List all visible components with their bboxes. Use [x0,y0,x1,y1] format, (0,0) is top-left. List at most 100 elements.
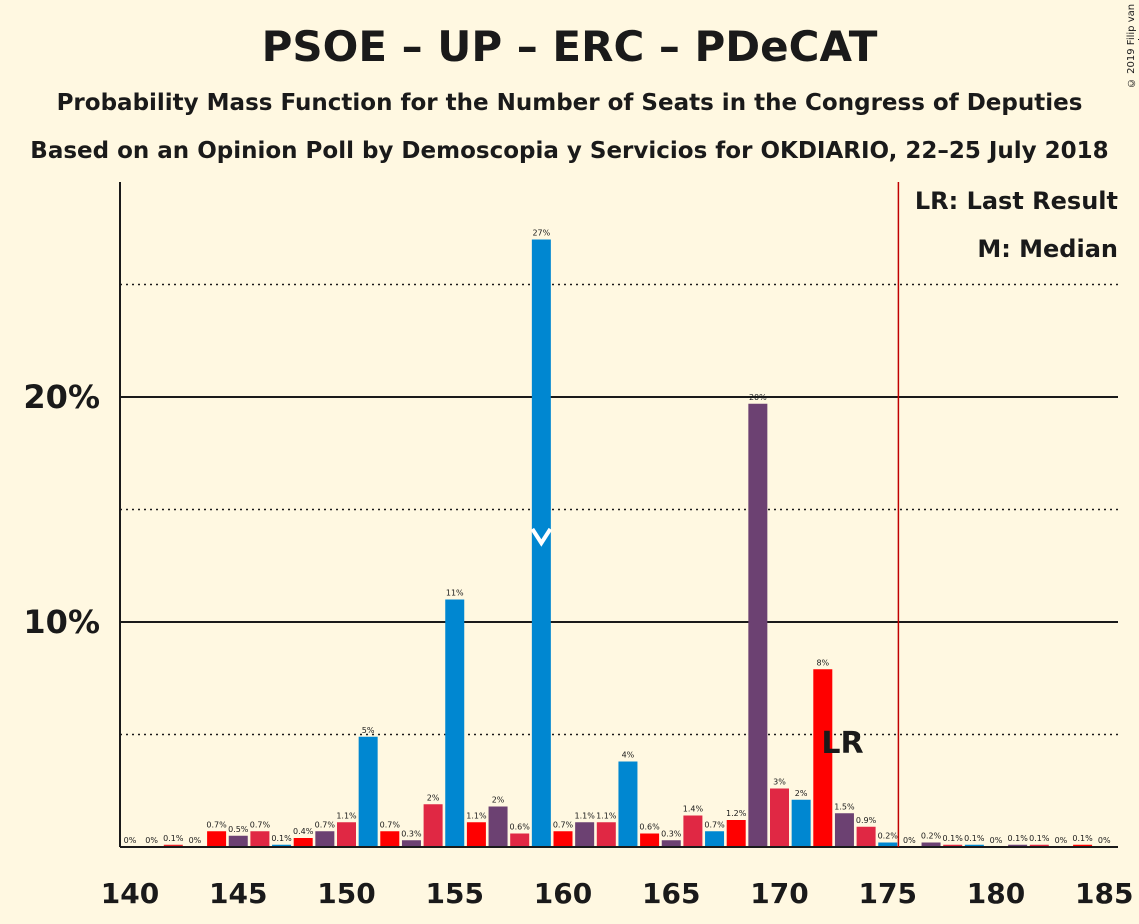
bar-label-seat-142: 0.1% [163,834,184,843]
chart-source-line: Based on an Opinion Poll by Demoscopia y… [30,138,1109,164]
y-tick-labels: 10% 20% [23,378,100,641]
bar-label-seat-160: 0.7% [553,820,574,829]
x-tick-175: 175 [859,877,917,910]
gridlines [120,283,1118,736]
bar-seat-179 [964,844,984,847]
legend-last-result: LR: Last Result [915,187,1118,215]
bar-label-seat-177: 0.2% [921,832,942,841]
bar-label-seat-143: 0% [189,836,202,845]
bar-label-seat-173: 1.5% [834,802,855,811]
bar-label-seat-156: 1.1% [466,811,487,820]
x-tick-185: 185 [1075,877,1133,910]
bar-label-seat-146: 0.7% [250,820,271,829]
chart-title: PSOE – UP – ERC – PDeCAT [261,22,878,71]
bar-label-seat-175: 0.2% [878,832,899,841]
bar-seat-172 [813,669,833,847]
bar-label-seat-169: 20% [749,393,767,402]
bar-seat-168 [726,820,746,847]
bar-label-seat-153: 0.3% [401,829,422,838]
bar-label-seat-178: 0.1% [943,834,964,843]
axes-group [119,182,1118,848]
bar-seat-165 [661,840,681,847]
bar-seat-145 [228,835,248,847]
bar-label-seat-176: 0% [903,836,916,845]
bar-seat-164 [640,833,660,847]
bar-seat-169 [748,403,768,847]
bar-label-seat-151: 5% [362,726,375,735]
bar-label-seat-152: 0.7% [380,820,401,829]
bar-seat-184 [1073,844,1093,847]
bar-seat-151 [358,736,378,847]
bar-label-seat-155: 11% [446,589,464,598]
bar-label-seat-174: 0.9% [856,816,877,825]
bar-label-seat-171: 2% [795,789,808,798]
x-tick-labels: 140 145 150 155 160 165 170 175 180 185 [101,877,1134,910]
bar-label-seat-185: 0% [1098,836,1111,845]
bar-label-seat-167: 0.7% [704,820,725,829]
median-marker [530,527,553,547]
bar-label-seat-165: 0.3% [661,829,682,838]
bar-label-seat-162: 1.1% [596,811,617,820]
legend-median: M: Median [977,235,1118,263]
bar-seat-144 [207,831,227,847]
bar-seat-182 [1029,844,1049,847]
bar-label-seat-161: 1.1% [574,811,595,820]
chart-subtitle: Probability Mass Function for the Number… [56,90,1083,116]
last-result-annotation: LR [821,726,863,761]
bar-seat-174 [856,826,876,847]
bar-seat-156 [466,822,486,847]
bar-seat-171 [791,799,811,847]
x-tick-165: 165 [642,877,700,910]
bar-label-seat-154: 2% [427,793,440,802]
bar-seat-177 [921,842,941,847]
x-tick-150: 150 [317,877,375,910]
bar-seat-149 [315,831,335,847]
bar-label-seat-168: 1.2% [726,809,747,818]
bar-seat-148 [293,838,313,847]
bar-label-seat-140: 0% [124,836,137,845]
bar-seat-158 [510,833,530,847]
bar-label-seat-158: 0.6% [510,823,531,832]
bar-seat-155 [445,599,465,847]
x-tick-180: 180 [967,877,1025,910]
bar-seat-154 [423,804,443,847]
bar-label-seat-172: 8% [816,658,829,667]
bar-seat-178 [943,844,963,847]
bar-label-seat-184: 0.1% [1072,834,1093,843]
bar-seat-163 [618,761,638,847]
bar-seat-142 [163,844,183,847]
bar-seat-161 [575,822,595,847]
bar-seat-152 [380,831,400,847]
bar-label-seat-166: 1.4% [683,805,704,814]
bar-label-seat-157: 2% [492,796,505,805]
bar-labels-group: 0% 0% 0.1% 0%0.7% 0.5% 0.7%0.1%0.4%0.7%1.1%5%… [124,229,1111,846]
bar-label-seat-159: 27% [532,229,550,238]
bar-seat-147 [272,844,292,847]
bar-label-seat-170: 3% [773,778,786,787]
bar-label-seat-163: 4% [622,751,635,760]
x-tick-160: 160 [534,877,592,910]
bar-label-seat-150: 1.1% [336,811,357,820]
x-tick-155: 155 [426,877,484,910]
bar-label-seat-179: 0.1% [964,834,985,843]
bar-label-seat-164: 0.6% [639,823,660,832]
bar-seat-153 [401,840,421,847]
bar-label-seat-145: 0.5% [228,825,249,834]
bar-label-seat-147: 0.1% [271,834,292,843]
bar-label-seat-180: 0% [990,836,1003,845]
bar-seat-150 [337,822,356,847]
bar-seat-162 [596,822,616,847]
bar-label-seat-144: 0.7% [206,820,227,829]
bar-seat-166 [683,815,703,847]
bar-seat-157 [488,806,508,847]
bar-seat-170 [770,788,789,847]
bar-label-seat-149: 0.7% [315,820,336,829]
bar-seat-146 [250,831,270,847]
y-tick-10: 10% [23,603,100,641]
x-tick-140: 140 [101,877,159,910]
bar-label-seat-141: 0% [145,836,158,845]
bar-seat-167 [705,831,725,847]
bar-seat-173 [834,813,854,847]
y-tick-20: 20% [23,378,100,416]
